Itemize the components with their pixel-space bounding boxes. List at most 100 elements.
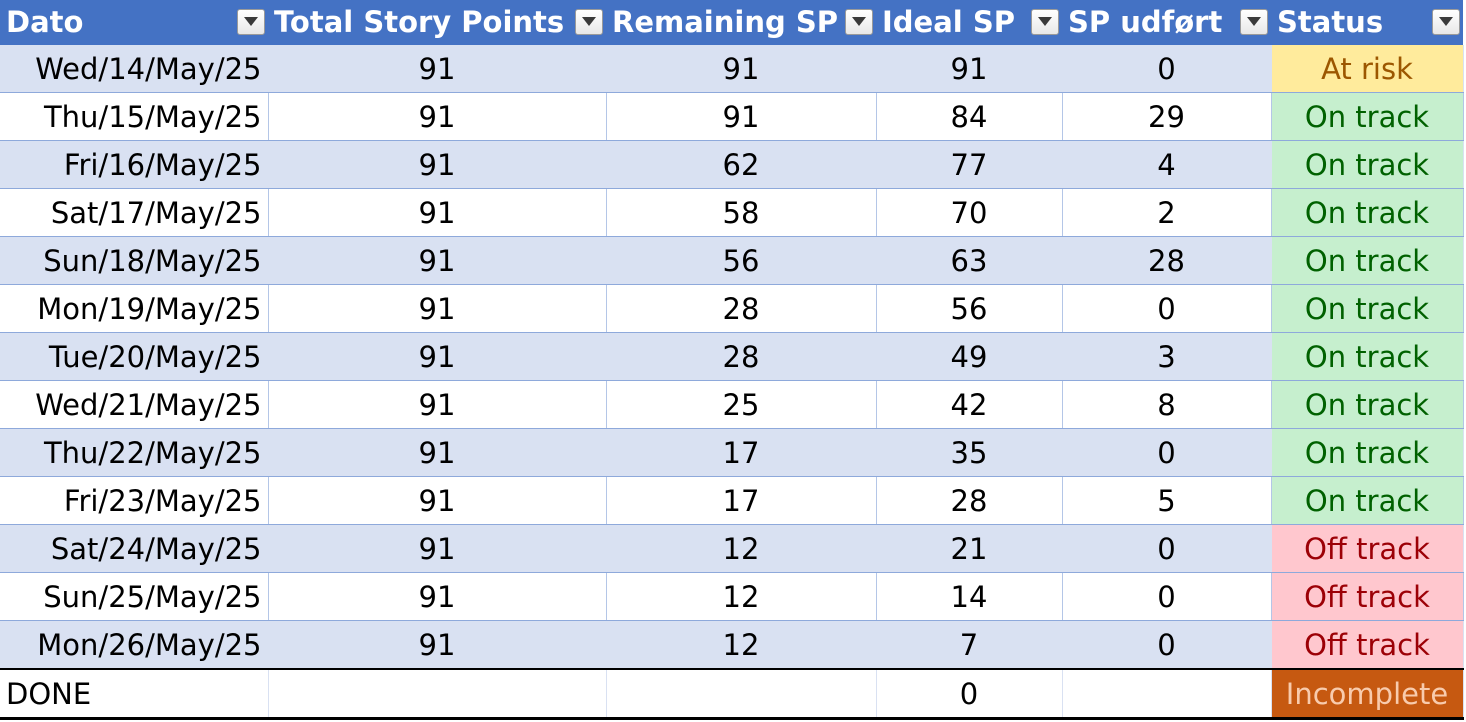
- cell-date[interactable]: Sun/25/May/25: [0, 572, 269, 621]
- cell-ideal-sp[interactable]: 21: [876, 524, 1063, 573]
- cell-date[interactable]: Wed/14/May/25: [0, 45, 269, 93]
- total-row-ideal[interactable]: 0: [876, 668, 1063, 720]
- cell-ideal-sp[interactable]: 77: [876, 140, 1063, 189]
- cell-date[interactable]: Thu/15/May/25: [0, 92, 269, 141]
- cell-total-story-points[interactable]: 91: [268, 45, 607, 93]
- filter-dropdown-icon[interactable]: [1031, 9, 1059, 35]
- cell-remaining-sp[interactable]: 12: [606, 620, 877, 670]
- total-row: DONE 0 Incomplete: [0, 668, 1464, 720]
- total-row-remaining[interactable]: [606, 668, 877, 720]
- cell-total-story-points[interactable]: 91: [268, 428, 607, 477]
- cell-sp-udfort[interactable]: 29: [1062, 92, 1272, 141]
- cell-ideal-sp[interactable]: 91: [876, 45, 1063, 93]
- table-row: Fri/16/May/25 91 62 77 4 On track: [0, 140, 1464, 189]
- total-row-status[interactable]: Incomplete: [1271, 668, 1464, 720]
- cell-sp-udfort[interactable]: 0: [1062, 620, 1272, 670]
- cell-ideal-sp[interactable]: 35: [876, 428, 1063, 477]
- header-ideal-sp[interactable]: Ideal SP: [876, 0, 1062, 45]
- filter-dropdown-icon[interactable]: [237, 9, 265, 35]
- total-row-done[interactable]: [1062, 668, 1272, 720]
- cell-ideal-sp[interactable]: 14: [876, 572, 1063, 621]
- cell-status[interactable]: Off track: [1271, 524, 1464, 573]
- cell-remaining-sp[interactable]: 17: [606, 428, 877, 477]
- cell-total-story-points[interactable]: 91: [268, 572, 607, 621]
- cell-total-story-points[interactable]: 91: [268, 620, 607, 670]
- cell-date[interactable]: Sun/18/May/25: [0, 236, 269, 285]
- cell-sp-udfort[interactable]: 0: [1062, 284, 1272, 333]
- total-row-label[interactable]: DONE: [0, 668, 269, 720]
- cell-sp-udfort[interactable]: 28: [1062, 236, 1272, 285]
- cell-total-story-points[interactable]: 91: [268, 188, 607, 237]
- header-remaining-sp[interactable]: Remaining SP: [606, 0, 876, 45]
- filter-dropdown-icon[interactable]: [845, 9, 873, 35]
- cell-date[interactable]: Fri/23/May/25: [0, 476, 269, 525]
- cell-status[interactable]: On track: [1271, 236, 1464, 285]
- cell-status[interactable]: On track: [1271, 428, 1464, 477]
- cell-status[interactable]: On track: [1271, 332, 1464, 381]
- cell-total-story-points[interactable]: 91: [268, 524, 607, 573]
- cell-status[interactable]: On track: [1271, 476, 1464, 525]
- cell-sp-udfort[interactable]: 3: [1062, 332, 1272, 381]
- cell-remaining-sp[interactable]: 17: [606, 476, 877, 525]
- cell-sp-udfort[interactable]: 0: [1062, 572, 1272, 621]
- cell-sp-udfort[interactable]: 5: [1062, 476, 1272, 525]
- cell-remaining-sp[interactable]: 12: [606, 524, 877, 573]
- cell-status[interactable]: On track: [1271, 188, 1464, 237]
- table-row: Thu/22/May/25 91 17 35 0 On track: [0, 428, 1464, 477]
- cell-sp-udfort[interactable]: 0: [1062, 524, 1272, 573]
- cell-ideal-sp[interactable]: 56: [876, 284, 1063, 333]
- cell-date[interactable]: Fri/16/May/25: [0, 140, 269, 189]
- filter-dropdown-icon[interactable]: [1240, 9, 1268, 35]
- cell-date[interactable]: Mon/19/May/25: [0, 284, 269, 333]
- cell-ideal-sp[interactable]: 70: [876, 188, 1063, 237]
- cell-sp-udfort[interactable]: 8: [1062, 380, 1272, 429]
- filter-dropdown-icon[interactable]: [575, 9, 603, 35]
- header-sp-udfort[interactable]: SP udført: [1062, 0, 1271, 45]
- cell-ideal-sp[interactable]: 63: [876, 236, 1063, 285]
- cell-date[interactable]: Tue/20/May/25: [0, 332, 269, 381]
- cell-status[interactable]: Off track: [1271, 572, 1464, 621]
- cell-remaining-sp[interactable]: 91: [606, 92, 877, 141]
- cell-remaining-sp[interactable]: 62: [606, 140, 877, 189]
- cell-remaining-sp[interactable]: 28: [606, 332, 877, 381]
- header-status[interactable]: Status: [1271, 0, 1463, 45]
- cell-total-story-points[interactable]: 91: [268, 476, 607, 525]
- cell-total-story-points[interactable]: 91: [268, 380, 607, 429]
- cell-total-story-points[interactable]: 91: [268, 140, 607, 189]
- cell-remaining-sp[interactable]: 12: [606, 572, 877, 621]
- table-body: Wed/14/May/25 91 91 91 0 At risk Thu/15/May/25…: [0, 45, 1464, 720]
- cell-sp-udfort[interactable]: 0: [1062, 45, 1272, 93]
- cell-date[interactable]: Sat/17/May/25: [0, 188, 269, 237]
- header-total-story-points[interactable]: Total Story Points: [268, 0, 606, 45]
- cell-remaining-sp[interactable]: 28: [606, 284, 877, 333]
- cell-remaining-sp[interactable]: 58: [606, 188, 877, 237]
- cell-total-story-points[interactable]: 91: [268, 332, 607, 381]
- cell-status[interactable]: On track: [1271, 140, 1464, 189]
- cell-remaining-sp[interactable]: 25: [606, 380, 877, 429]
- cell-status[interactable]: Off track: [1271, 620, 1464, 670]
- total-row-total[interactable]: [268, 668, 607, 720]
- cell-total-story-points[interactable]: 91: [268, 284, 607, 333]
- cell-remaining-sp[interactable]: 56: [606, 236, 877, 285]
- cell-status[interactable]: On track: [1271, 92, 1464, 141]
- cell-status[interactable]: On track: [1271, 380, 1464, 429]
- cell-ideal-sp[interactable]: 42: [876, 380, 1063, 429]
- cell-sp-udfort[interactable]: 2: [1062, 188, 1272, 237]
- cell-sp-udfort[interactable]: 4: [1062, 140, 1272, 189]
- cell-ideal-sp[interactable]: 84: [876, 92, 1063, 141]
- cell-date[interactable]: Thu/22/May/25: [0, 428, 269, 477]
- cell-remaining-sp[interactable]: 91: [606, 45, 877, 93]
- cell-status[interactable]: At risk: [1271, 45, 1464, 93]
- cell-ideal-sp[interactable]: 49: [876, 332, 1063, 381]
- cell-ideal-sp[interactable]: 28: [876, 476, 1063, 525]
- cell-date[interactable]: Wed/21/May/25: [0, 380, 269, 429]
- cell-total-story-points[interactable]: 91: [268, 92, 607, 141]
- cell-date[interactable]: Sat/24/May/25: [0, 524, 269, 573]
- cell-sp-udfort[interactable]: 0: [1062, 428, 1272, 477]
- cell-date[interactable]: Mon/26/May/25: [0, 620, 269, 670]
- cell-ideal-sp[interactable]: 7: [876, 620, 1063, 670]
- cell-status[interactable]: On track: [1271, 284, 1464, 333]
- header-dato[interactable]: Dato: [0, 0, 268, 45]
- cell-total-story-points[interactable]: 91: [268, 236, 607, 285]
- filter-dropdown-icon[interactable]: [1432, 9, 1460, 35]
